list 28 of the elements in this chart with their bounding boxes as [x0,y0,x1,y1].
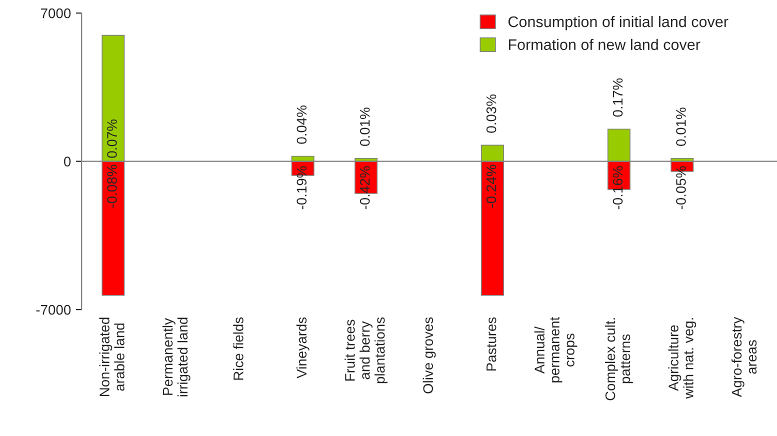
annotation: -0.16% [612,166,623,210]
x-tick-label: Pastures [486,317,496,371]
x-tick-label: Fruit trees and berry plantations [344,317,388,384]
y-tick-label: -7000 [36,304,71,315]
x-tick-label: Non-irrigated arable land [99,318,124,396]
x-tick-label: Olive groves [422,317,436,394]
y-tick-label: 7000 [40,8,71,18]
annotation: 0.01% [676,108,686,146]
annotation: 0.03% [486,94,496,133]
x-tick-label: Rice fields [233,317,244,380]
x-tick-label: Vineyards [296,317,310,378]
x-tick-label: Permanently irrigated land [162,318,190,396]
x-tick-label: Agro-forestry areas [731,316,757,398]
annotation: 0.07% [107,119,117,158]
annotation: -0.19% [296,166,307,210]
annotation: -0.08% [107,164,117,208]
annotation: 0.04% [296,105,307,144]
annotation: -0.24% [486,164,496,208]
x-tick-label: Complex cult. patterns [605,318,633,400]
x-tick-label: Agriculture with nat. veg. [668,318,696,399]
y-tick-label: 0 [64,156,71,166]
legend-label: Consumption of initial land cover [508,16,728,30]
x-tick-label: Annual/ permanent crops [534,316,578,382]
annotation: 0.17% [612,78,623,117]
annotation: 0.01% [360,108,370,146]
annotation: -0.05% [676,166,686,210]
annotation: -0.42% [360,166,370,210]
legend-label: Formation of new land cover [508,38,700,50]
